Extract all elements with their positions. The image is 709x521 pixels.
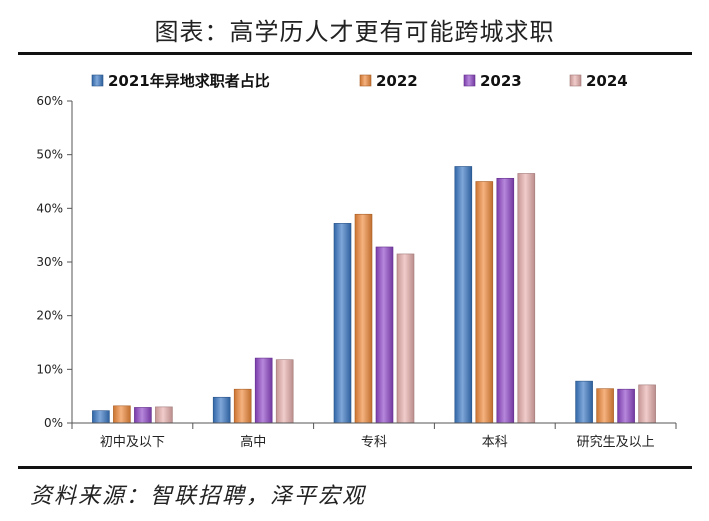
bar [617, 388, 635, 424]
y-tick-label: 0% [44, 416, 63, 430]
y-axis: 0% 10% 20% 30% 40% 50% 60% [36, 94, 73, 430]
source-note: 资料来源：智联招聘，泽平宏观 [30, 484, 367, 509]
legend-label: 2022 [376, 72, 418, 90]
x-tick-label: 研究生及以上 [577, 435, 655, 450]
legend-label: 2023 [480, 72, 522, 90]
bar [254, 357, 273, 424]
bar [92, 410, 110, 424]
bar [638, 384, 656, 424]
bar [333, 223, 352, 424]
source-divider [18, 466, 692, 469]
bar [454, 166, 473, 424]
bar-group [92, 166, 656, 424]
x-axis: 初中及以下 高中 专科 本科 研究生及以上 [71, 422, 677, 450]
legend-swatch [359, 74, 372, 87]
bar [475, 181, 494, 424]
bar [212, 396, 231, 424]
bar [375, 246, 394, 424]
title-divider [18, 52, 692, 55]
y-tick-label: 30% [36, 255, 63, 269]
y-tick-label: 50% [36, 148, 63, 162]
bar [596, 388, 614, 424]
bar [517, 173, 536, 424]
x-tick-label: 本科 [482, 435, 508, 450]
bar [155, 406, 173, 424]
chart-legend: 2021年异地求职者占比 2022 2023 2024 [91, 72, 628, 90]
bar [396, 253, 415, 424]
legend-label: 2024 [586, 72, 628, 90]
x-tick-label: 初中及以下 [100, 435, 165, 450]
y-tick-label: 60% [36, 94, 63, 108]
bar [354, 213, 373, 424]
legend-swatch [463, 74, 476, 87]
y-tick-label: 20% [36, 309, 63, 323]
y-tick-label: 40% [36, 201, 63, 215]
x-tick-label: 高中 [240, 434, 266, 450]
bar [134, 407, 152, 424]
bar [233, 388, 252, 424]
y-tick-label: 10% [36, 362, 63, 376]
legend-label: 2021年异地求职者占比 [108, 72, 270, 90]
bar [275, 359, 294, 424]
legend-swatch [569, 74, 582, 87]
legend-swatch [91, 74, 104, 87]
bar [575, 380, 593, 424]
page-title: 图表：高学历人才更有可能跨城求职 [154, 18, 555, 46]
bar [113, 405, 131, 424]
bar [496, 177, 515, 424]
x-tick-label: 专科 [361, 435, 387, 450]
